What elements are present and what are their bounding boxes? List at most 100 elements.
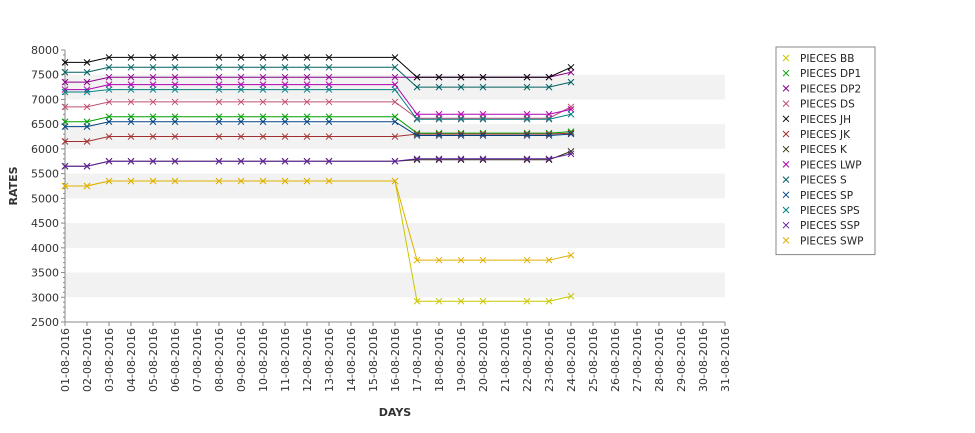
data-point <box>105 133 113 140</box>
y-tick-label: 7500 <box>31 69 59 82</box>
data-point <box>391 113 399 121</box>
data-point <box>281 63 289 71</box>
legend-item: PIECES SP <box>782 190 853 202</box>
legend-label: PIECES SSP <box>800 220 860 232</box>
data-point <box>149 73 157 81</box>
data-point <box>435 297 443 305</box>
series-pieces-jh <box>61 54 575 81</box>
data-point <box>413 115 421 123</box>
data-point <box>105 86 113 93</box>
data-point <box>281 54 289 61</box>
data-point <box>105 177 113 185</box>
legend-item: PIECES JH <box>782 114 851 126</box>
data-point <box>105 98 113 106</box>
x-tick-label: 31-08-2016 <box>719 328 732 392</box>
data-point <box>237 177 245 185</box>
x-tick-label: 27-08-2016 <box>631 328 644 392</box>
data-point <box>171 133 179 140</box>
x-tick-label: 23-08-2016 <box>543 328 556 392</box>
data-point <box>303 81 311 88</box>
y-tick-label: 8000 <box>31 44 59 57</box>
legend-label: PIECES JH <box>800 114 851 126</box>
series-pieces-dp1 <box>61 113 575 137</box>
data-point <box>479 155 487 163</box>
legend-item: PIECES SWP <box>782 235 863 247</box>
x-tick-label: 15-08-2016 <box>367 328 380 392</box>
data-point <box>523 130 531 138</box>
data-point <box>61 162 69 170</box>
y-tick-label: 4500 <box>31 217 59 230</box>
x-tick-label: 29-08-2016 <box>675 328 688 392</box>
legend-marker <box>782 161 790 168</box>
x-tick-label: 16-08-2016 <box>389 328 402 392</box>
data-point <box>215 63 223 71</box>
data-point <box>83 103 91 111</box>
data-point <box>413 297 421 305</box>
data-point <box>325 81 333 88</box>
data-point <box>457 297 465 305</box>
legend-marker <box>782 54 790 62</box>
series-lines <box>61 54 575 305</box>
x-tick-label: 07-08-2016 <box>191 328 204 392</box>
series-line <box>65 121 572 137</box>
data-point <box>391 54 399 61</box>
data-point <box>105 118 113 126</box>
legend-box <box>775 46 876 256</box>
legend-label: PIECES BB <box>800 53 854 65</box>
data-point <box>237 73 245 81</box>
y-tick-label: 4000 <box>31 242 59 255</box>
x-tick-label: 06-08-2016 <box>169 328 182 392</box>
data-point <box>545 155 553 163</box>
series-line <box>65 101 572 119</box>
data-point <box>281 86 289 93</box>
data-point <box>435 256 443 264</box>
data-point <box>259 113 267 121</box>
data-point <box>259 81 267 88</box>
grid-band <box>65 173 725 199</box>
series-pieces-sps <box>61 86 575 123</box>
data-point <box>149 157 157 165</box>
y-tick-label: 5000 <box>31 192 59 205</box>
data-point <box>545 297 553 305</box>
data-point <box>567 130 575 138</box>
data-point <box>259 157 267 165</box>
data-point <box>567 103 575 111</box>
grid-band <box>65 74 725 100</box>
legend-marker <box>782 100 790 107</box>
data-point <box>545 130 553 138</box>
data-point <box>391 81 399 88</box>
data-point <box>303 98 311 106</box>
data-point <box>303 118 311 126</box>
data-point <box>105 63 113 71</box>
legend-label: PIECES SP <box>800 190 853 202</box>
legend-label: PIECES DS <box>800 99 855 111</box>
data-point <box>457 130 465 138</box>
series-line <box>65 180 572 261</box>
data-point <box>237 81 245 88</box>
x-tick-label: 14-08-2016 <box>345 328 358 392</box>
data-point <box>457 156 465 164</box>
data-point <box>171 113 179 121</box>
data-point <box>171 63 179 71</box>
data-point <box>215 118 223 126</box>
data-point <box>545 83 553 91</box>
x-tick-label: 22-08-2016 <box>521 328 534 392</box>
data-point <box>479 132 487 139</box>
data-point <box>303 157 311 165</box>
data-point <box>83 138 91 145</box>
data-point <box>457 155 465 163</box>
data-point <box>215 98 223 106</box>
x-tick-label: 10-08-2016 <box>257 328 270 392</box>
data-point <box>303 54 311 61</box>
data-point <box>149 63 157 71</box>
data-point <box>215 113 223 121</box>
data-point <box>523 297 531 305</box>
data-point <box>171 118 179 126</box>
data-point <box>127 73 135 81</box>
data-point <box>325 98 333 106</box>
legend-item: PIECES LWP <box>782 159 862 171</box>
data-point <box>325 113 333 121</box>
data-point <box>171 86 179 93</box>
data-point <box>61 59 69 66</box>
